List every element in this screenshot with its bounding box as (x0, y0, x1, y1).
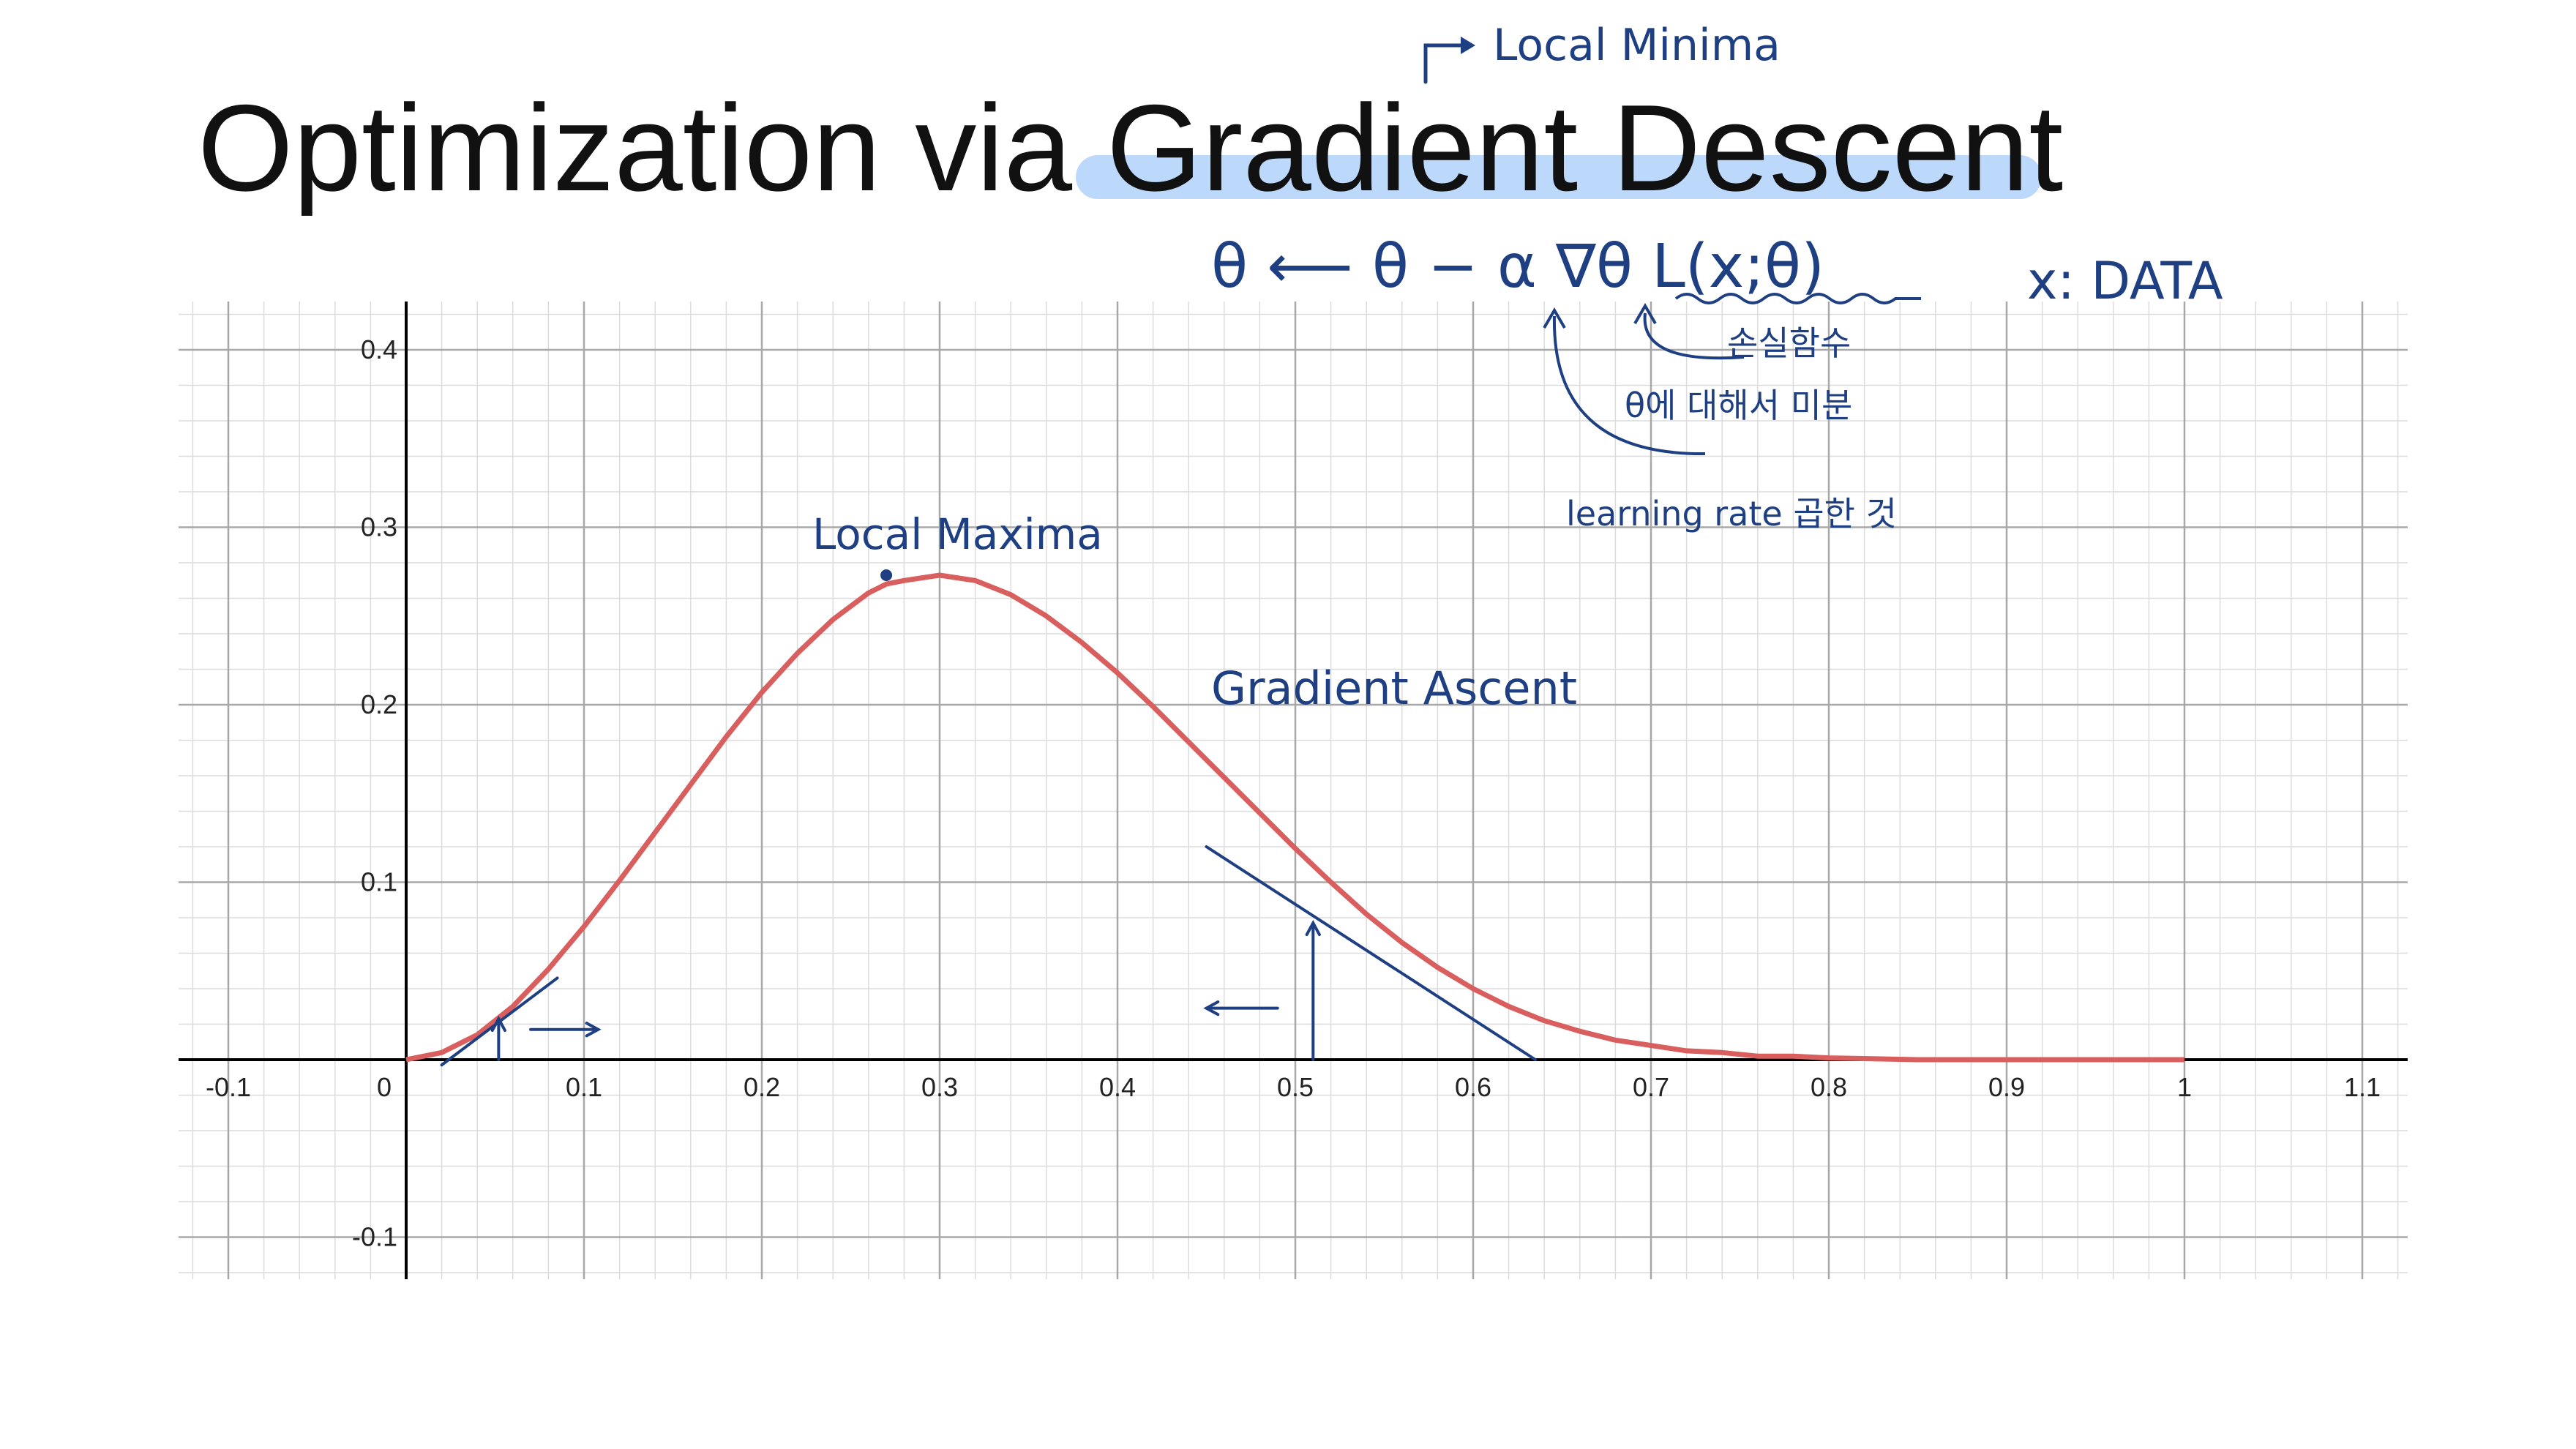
x-tick-label: 0.2 (744, 1072, 780, 1102)
x-tick-label: 0.8 (1811, 1072, 1847, 1102)
arrow-head (1305, 920, 1321, 937)
x-tick-label: 0.9 (1988, 1072, 2025, 1102)
title-highlight (1076, 155, 2042, 199)
x-tick-label: 1.1 (2344, 1072, 2381, 1102)
gradient-ascent-label: Gradient Ascent (1211, 662, 1577, 715)
x-tick-label: 0.4 (1099, 1072, 1136, 1102)
arrow-head (1203, 1000, 1220, 1016)
y-tick-label: 0.2 (361, 689, 397, 719)
arrow-head (490, 1016, 506, 1033)
derivative-note: θ에 대해서 미분 (1625, 386, 1852, 425)
local-minima-arrowhead (1461, 37, 1475, 54)
grid-minor (179, 302, 2408, 1279)
loss-arrowhead (1633, 303, 1657, 325)
y-tick-label: 0.4 (361, 334, 397, 364)
data-curve (405, 572, 2184, 1063)
derivative-arrow (1552, 315, 1706, 456)
x-tick-label: 0 (377, 1072, 392, 1102)
x-tick-label: 1 (2177, 1072, 2192, 1102)
local-minima-bracket (1423, 43, 1466, 84)
local-maxima-label: Local Maxima (812, 509, 1103, 559)
x-tick-label: 0.3 (921, 1072, 958, 1102)
x-tick-label: 0.6 (1455, 1072, 1491, 1102)
loss-arrow (1643, 312, 1745, 360)
derivative-arrowhead (1543, 307, 1566, 329)
loss-underline (1674, 293, 1921, 304)
x-tick-label: 0.7 (1633, 1072, 1669, 1102)
slide-title: Optimization via Gradient Descent (198, 79, 2064, 217)
loss-note: 손실함수 (1727, 323, 1851, 363)
lr-note: learning rate 곱한 것 (1566, 494, 1897, 533)
x-tick-label: 0.5 (1277, 1072, 1314, 1102)
local-minima-label: Local Minima (1493, 20, 1781, 71)
x-tick-label: 0.1 (566, 1072, 602, 1102)
y-tick-label: 0.3 (361, 512, 397, 542)
x-data-label: x: DATA (2027, 251, 2223, 311)
arrow-head (585, 1022, 602, 1038)
y-tick-label: 0.1 (361, 867, 397, 897)
tick-labels: -0.1 0 0.1 0.2 0.3 0.4 0.5 0.6 0.7 0.8 0.9 1 1.1 0.4 0… (206, 334, 2381, 1252)
y-tick-label: -0.1 (352, 1222, 397, 1252)
tangent-line (1205, 845, 1538, 1061)
ink-marks (440, 569, 1538, 1067)
formula: θ ⟵ θ − α ∇θ L(x;θ) (1211, 232, 1824, 302)
local-maxima-point (880, 569, 893, 581)
x-tick-label: -0.1 (206, 1072, 251, 1102)
